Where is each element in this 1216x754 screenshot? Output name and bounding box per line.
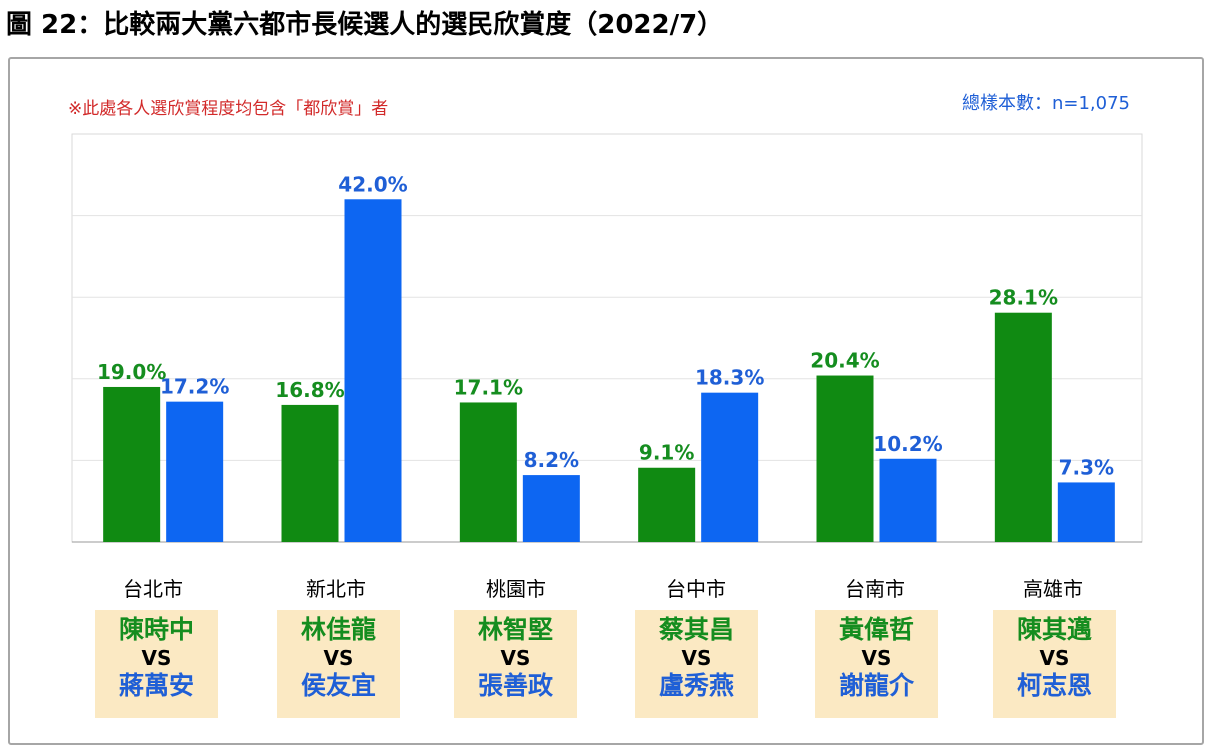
city-label-taoyuan: 桃園市 bbox=[486, 577, 546, 601]
candidates-taoyuan: 林智堅 VS 張善政 bbox=[454, 610, 577, 718]
candidate-blue: 張善政 bbox=[477, 671, 553, 700]
candidate-blue: 蔣萬安 bbox=[118, 671, 194, 700]
bar-green bbox=[281, 404, 339, 542]
data-label-green: 9.1% bbox=[639, 441, 694, 465]
bar-blue bbox=[701, 392, 759, 542]
data-label-green: 28.1% bbox=[989, 286, 1058, 310]
bar-blue bbox=[879, 458, 937, 542]
candidate-blue: 盧秀燕 bbox=[658, 671, 734, 700]
vs-label: VS bbox=[500, 646, 531, 670]
vs-label: VS bbox=[1039, 646, 1070, 670]
data-label-blue: 17.2% bbox=[160, 375, 229, 399]
bar-blue bbox=[1057, 482, 1115, 542]
candidate-blue: 柯志恩 bbox=[1016, 671, 1092, 700]
candidates-tainan: 黃偉哲 VS 謝龍介 bbox=[815, 610, 938, 718]
data-label-green: 19.0% bbox=[97, 360, 166, 384]
candidates-taipei: 陳時中 VS 蔣萬安 bbox=[95, 610, 218, 718]
data-label-green: 16.8% bbox=[275, 378, 344, 402]
vs-label: VS bbox=[141, 646, 172, 670]
candidates-taichung: 蔡其昌 VS 盧秀燕 bbox=[635, 610, 758, 718]
city-label-taipei: 台北市 bbox=[123, 577, 183, 601]
bar-green bbox=[103, 386, 161, 542]
candidates-kaohsiung: 陳其邁 VS 柯志恩 bbox=[993, 610, 1116, 718]
bar-green bbox=[994, 312, 1052, 542]
bar-blue bbox=[166, 401, 224, 542]
candidate-blue: 謝龍介 bbox=[838, 671, 914, 700]
vs-label: VS bbox=[681, 646, 712, 670]
bar-green bbox=[816, 375, 874, 542]
city-label-kaohsiung: 高雄市 bbox=[1023, 577, 1083, 601]
bar-green bbox=[459, 402, 517, 542]
bar-green bbox=[638, 467, 696, 542]
chart-note: ※此處各人選欣賞程度均包含「都欣賞」者 bbox=[68, 99, 389, 119]
city-label-taichung: 台中市 bbox=[666, 577, 726, 601]
plot-area bbox=[71, 133, 1143, 543]
candidate-green: 黃偉哲 bbox=[838, 615, 914, 644]
data-label-blue: 42.0% bbox=[338, 172, 407, 196]
candidate-green: 陳時中 bbox=[118, 615, 194, 644]
data-label-blue: 18.3% bbox=[695, 366, 764, 390]
candidate-green: 林佳龍 bbox=[300, 615, 376, 644]
page-title: 圖 22：比較兩大黨六都市長候選人的選民欣賞度（2022/7） bbox=[6, 10, 724, 40]
vs-label: VS bbox=[861, 646, 892, 670]
sample-size: 總樣本數：n=1,075 bbox=[961, 93, 1130, 114]
candidate-green: 林智堅 bbox=[477, 615, 553, 644]
data-label-blue: 7.3% bbox=[1059, 455, 1114, 479]
data-label-green: 17.1% bbox=[454, 375, 523, 399]
city-label-tainan: 台南市 bbox=[845, 577, 905, 601]
data-label-blue: 8.2% bbox=[524, 448, 579, 472]
bar-blue bbox=[522, 475, 580, 542]
data-label-blue: 10.2% bbox=[873, 432, 942, 456]
candidates-new-taipei: 林佳龍 VS 侯友宜 bbox=[277, 610, 400, 718]
data-label-green: 20.4% bbox=[810, 349, 879, 373]
candidate-green: 陳其邁 bbox=[1016, 615, 1092, 644]
vs-label: VS bbox=[323, 646, 354, 670]
candidate-blue: 侯友宜 bbox=[300, 671, 376, 700]
candidate-green: 蔡其昌 bbox=[658, 615, 734, 644]
city-label-new-taipei: 新北市 bbox=[306, 577, 366, 601]
bar-blue bbox=[344, 199, 402, 542]
